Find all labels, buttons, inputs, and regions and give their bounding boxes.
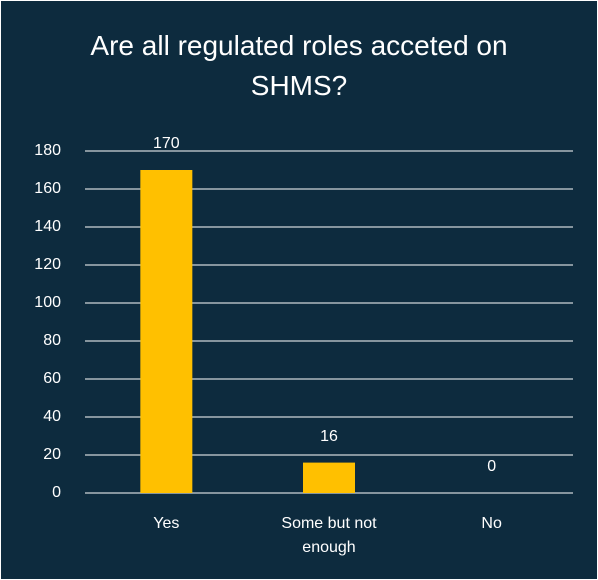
y-tick-label: 160: [34, 180, 61, 197]
y-tick-label: 60: [43, 370, 61, 387]
bar: [303, 462, 355, 493]
y-tick-label: 20: [43, 446, 61, 463]
y-tick-label: 0: [52, 484, 61, 501]
y-tick-label: 40: [43, 408, 61, 425]
y-tick-label: 120: [34, 256, 61, 273]
data-label: 0: [487, 458, 496, 475]
chart-title: Are all regulated roles acceted on SHMS?: [90, 30, 508, 101]
x-tick-label: Some but not enough: [281, 515, 377, 556]
y-tick-label: 180: [34, 142, 61, 159]
bar: [140, 170, 193, 493]
y-tick-label: 140: [34, 218, 61, 235]
data-label: 16: [320, 428, 338, 445]
y-tick-label: 80: [43, 332, 61, 349]
data-label: 170: [153, 135, 180, 152]
x-tick-label: Yes: [153, 515, 180, 532]
x-tick-label: No: [481, 515, 502, 532]
y-tick-label: 100: [34, 294, 61, 311]
